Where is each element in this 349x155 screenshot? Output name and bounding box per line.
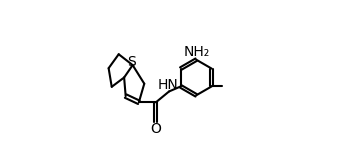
Text: NH₂: NH₂ [184, 45, 210, 59]
Text: S: S [127, 55, 136, 69]
Text: HN: HN [158, 78, 179, 92]
Text: O: O [150, 122, 161, 136]
